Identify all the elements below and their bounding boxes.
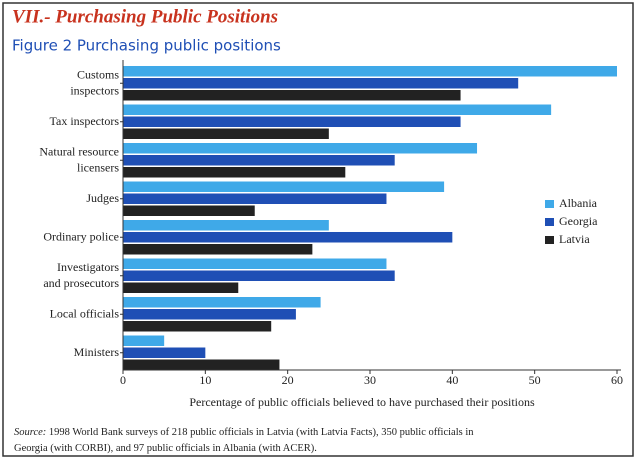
x-tick-label: 30: [364, 373, 376, 387]
chart-title: VII.- Purchasing Public Positions: [12, 6, 278, 27]
chart-subtitle: Figure 2 Purchasing public positions: [12, 37, 281, 55]
y-tick-label-line: Judges: [86, 191, 119, 205]
y-tick-label-line: licensers: [77, 160, 119, 174]
frame: [2, 2, 634, 457]
bar: [123, 104, 552, 115]
legend-label: Albania: [559, 196, 598, 210]
y-tick-label-line: inspectors: [70, 83, 119, 97]
bar: [123, 244, 313, 255]
bar: [123, 359, 280, 370]
bar: [123, 347, 206, 358]
bar: [123, 297, 321, 308]
bar: [123, 220, 329, 231]
y-tick-label-line: Investigators: [57, 260, 119, 274]
bar: [123, 116, 461, 127]
y-tick-label: Judges: [86, 191, 119, 205]
y-tick-label-line: Natural resource: [39, 144, 119, 158]
y-tick-label-line: Ordinary police: [43, 229, 119, 243]
y-tick-label-line: and prosecutors: [43, 276, 119, 290]
legend-label: Latvia: [559, 232, 590, 246]
bar: [123, 155, 395, 166]
bar: [123, 66, 617, 77]
x-tick-label: 40: [446, 373, 458, 387]
y-tick-label: Tax inspectors: [50, 114, 120, 128]
x-tick-label: 50: [529, 373, 541, 387]
bar: [123, 335, 165, 346]
x-tick-label: 20: [282, 373, 294, 387]
y-tick-label-line: Customs: [77, 67, 119, 81]
bar: [123, 309, 296, 320]
legend-swatch: [545, 200, 554, 208]
bar: [123, 193, 387, 204]
y-tick-label: Investigators and prosecutors: [43, 260, 119, 290]
bar: [123, 90, 461, 101]
source-text: 1998 World Bank surveys of 218 public of…: [49, 427, 476, 438]
source-label: Source:: [14, 427, 46, 438]
y-tick-label: Local officials: [50, 306, 120, 320]
y-tick-label: Ordinary police: [43, 229, 119, 243]
legend-label: Georgia: [559, 214, 598, 228]
source-text-cont: Georgia (with CORBI), and 97 public offi…: [14, 443, 317, 454]
bar: [123, 205, 255, 216]
source: Source: 1998 World Bank surveys of 218 p…: [14, 427, 476, 454]
y-tick-label: Ministers: [74, 345, 120, 359]
y-tick-label: Natural resource licensers: [39, 144, 119, 174]
y-tick-label: Customs inspectors: [70, 67, 119, 97]
x-axis-label: Percentage of public officials believed …: [189, 395, 535, 409]
legend-swatch: [545, 218, 554, 226]
bar: [123, 78, 519, 89]
y-tick-label-line: Local officials: [50, 306, 120, 320]
bar: [123, 143, 478, 154]
bar: [123, 232, 453, 243]
bar: [123, 167, 346, 178]
bar: [123, 258, 387, 269]
x-tick-label: 0: [120, 373, 126, 387]
x-tick-label: 10: [199, 373, 211, 387]
y-tick-label-line: Ministers: [74, 345, 120, 359]
bar: [123, 270, 395, 281]
bar: [123, 282, 239, 293]
bar: [123, 128, 329, 139]
bar: [123, 181, 445, 192]
x-tick-label: 60: [611, 373, 623, 387]
y-tick-label-line: Tax inspectors: [50, 114, 120, 128]
bar: [123, 321, 272, 332]
legend-swatch: [545, 236, 554, 244]
